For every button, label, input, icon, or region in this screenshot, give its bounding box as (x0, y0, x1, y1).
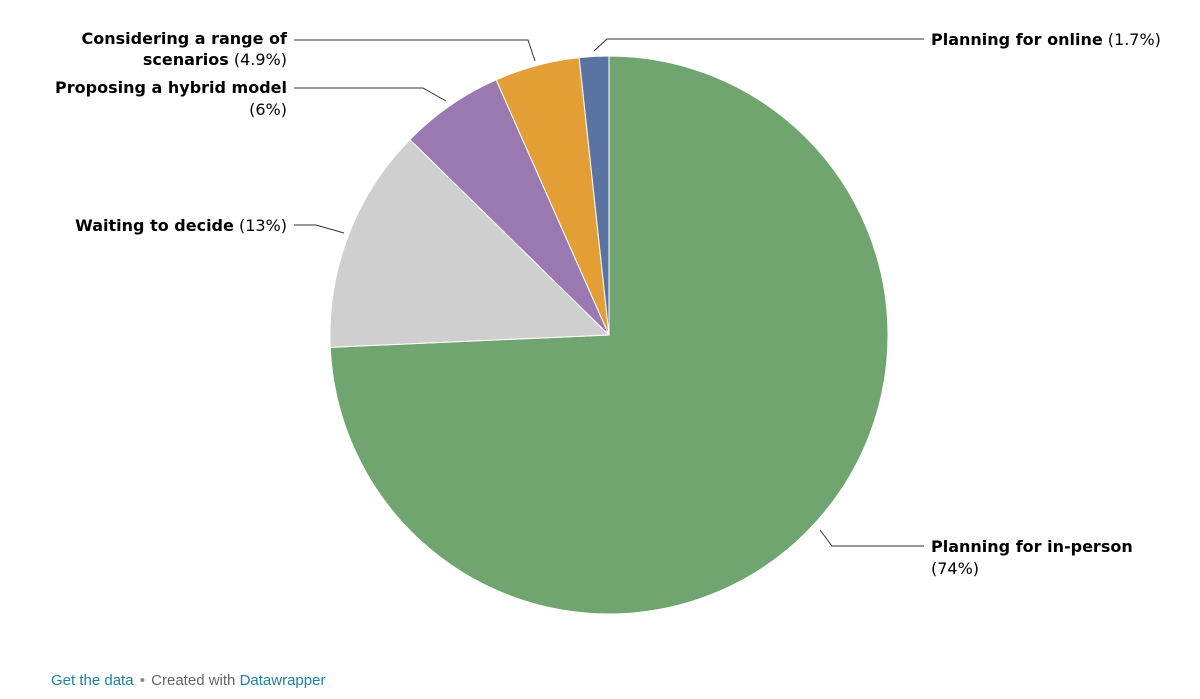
label-proposing-a-hybrid-model: Proposing a hybrid model (6%) (55, 78, 287, 119)
pie-slices (329, 55, 889, 615)
slice-waiting-to-decide (329, 138, 611, 348)
slice-planning-for-online (578, 55, 610, 336)
label-name: Waiting to decide (75, 216, 234, 235)
leader-line-proposing-a-hybrid-model (294, 87, 447, 102)
label-name: Planning for in-person (931, 537, 1133, 556)
label-percentage: (4.9%) (229, 50, 287, 69)
label-percentage: (74%) (931, 559, 979, 578)
label-name: Planning for online (931, 30, 1103, 49)
label-name: Proposing a hybrid model (55, 78, 287, 97)
get-the-data-link[interactable]: Get the data (51, 672, 134, 689)
leader-line-planning-for-online (593, 38, 924, 52)
footer-separator: • (139, 672, 145, 689)
leader-lines (294, 38, 924, 547)
datawrapper-link[interactable]: Datawrapper (239, 672, 326, 689)
chart-footer: Get the data • Created with Datawrapper (51, 672, 325, 689)
leader-line-considering-a-range-of-scenarios (294, 39, 536, 62)
label-percentage: (1.7%) (1103, 30, 1161, 49)
created-with-text: Created with (151, 672, 236, 689)
label-waiting-to-decide: Waiting to decide (13%) (75, 216, 287, 235)
label-name-line1: Considering a range of (82, 29, 289, 48)
label-percentage: (6%) (249, 100, 287, 119)
label-name-line2: scenarios (143, 50, 229, 69)
label-planning-for-online: Planning for online (1.7%) (931, 30, 1161, 49)
label-considering-a-range-of-scenarios: Considering a range of scenarios (4.9%) (82, 29, 289, 69)
label-planning-for-in-person: Planning for in-person (74%) (931, 537, 1133, 578)
slice-labels: Planning for in-person (74%) Waiting to de… (55, 29, 1161, 578)
label-percentage: (13%) (234, 216, 287, 235)
leader-line-waiting-to-decide (294, 224, 345, 234)
leader-line-planning-for-in-person (819, 529, 924, 547)
